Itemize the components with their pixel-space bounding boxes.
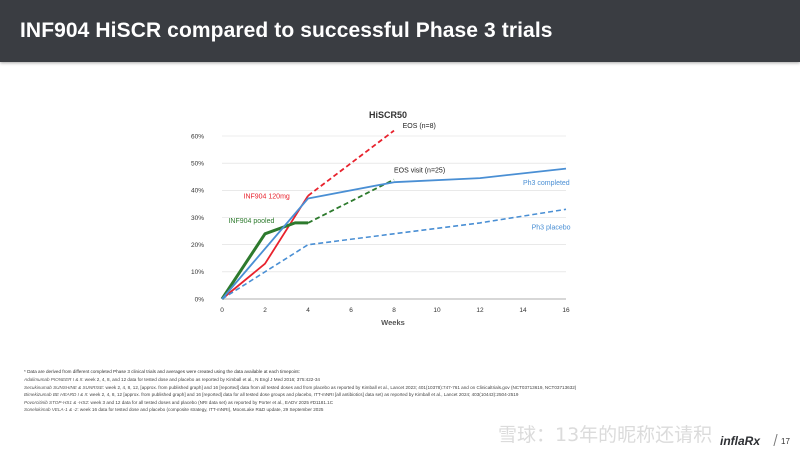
x-tick-label: 4: [306, 307, 310, 314]
footnote-text: : week 3 and 12 data for all tested dose…: [88, 399, 334, 405]
footnote-drug: Secukinumab SUNSHINE & SUNRISE: [24, 384, 103, 390]
footnote-ref: Sonelokimab VELA-1 & -2: week 16 data fo…: [24, 406, 584, 413]
chart-title: HiSCR50: [369, 110, 407, 120]
x-tick-label: 16: [562, 307, 570, 314]
x-tick-label: 2: [263, 307, 267, 314]
footnote-drug: Povorcitinib STOP-HS1 & -HS2: [24, 399, 88, 405]
watermark-text: 雪球：13年的昵称还请积: [498, 424, 713, 446]
grid-layer: [222, 135, 566, 300]
footnote-refs: Adalimumab PIONEER I & II: week 2, 4, 8,…: [24, 376, 584, 413]
footnote-text: : week 2, 4, 8, 12 [approx. from publish…: [87, 392, 519, 398]
y-tick-label: 40%: [191, 188, 204, 195]
annotation-label: Ph3 completed: [523, 180, 570, 187]
footnote-ref: Adalimumab PIONEER I & II: week 2, 4, 8,…: [24, 376, 584, 383]
inflarx-logo: inflaRx: [720, 434, 761, 448]
footnote-text: : week 2, 4, 8, 12, [approx. from publis…: [102, 384, 577, 390]
series-line-inf904-pooled: [220, 221, 308, 300]
label-layer: HiSCR50 EOS (n=8) EOS visit (n=25) INF904 1…: [228, 110, 570, 232]
annotation-label: EOS visit (n=25): [394, 168, 445, 175]
series-line-inf904-120mg-eos: [307, 129, 395, 197]
annotation-label: Ph3 placebo: [532, 225, 571, 232]
y-tick-label: 10%: [191, 269, 204, 276]
footnote-text: : week 2, 4, 8, and 12 data for tested d…: [82, 377, 320, 383]
footnote-ref: Secukinumab SUNSHINE & SUNRISE: week 2, …: [24, 384, 584, 391]
y-tick-label: 50%: [191, 161, 204, 168]
y-tick-label: 30%: [191, 215, 204, 222]
y-tick-label: 20%: [191, 242, 204, 249]
footnote-text: : week 16 data for tested dose and place…: [77, 407, 324, 413]
x-tick-label: 8: [392, 307, 396, 314]
footnote-lead: * Data are derived from different comple…: [24, 369, 300, 374]
footnote-drug: Bimekizumab BE HEARD I & II: [24, 392, 88, 398]
x-tick-label: 0: [220, 307, 224, 314]
x-axis-label: Weeks: [381, 318, 405, 327]
chart-container: 0% 10% 20% 30% 40% 50% 60% 0 2 4 6 8 10 12 14 16 Weeks H…: [180, 100, 600, 335]
annotation-label: EOS (n=8): [403, 123, 436, 130]
axis-layer: 0% 10% 20% 30% 40% 50% 60% 0 2 4 6 8 10 12 14 16 Weeks: [191, 133, 570, 327]
page-number: 17: [781, 437, 790, 446]
x-tick-label: 14: [519, 307, 527, 314]
series-layer: [220, 129, 567, 300]
y-tick-label: 0%: [195, 296, 205, 303]
x-tick-label: 6: [349, 307, 353, 314]
annotation-label: INF904 120mg: [244, 193, 290, 200]
annotation-label: INF904 pooled: [228, 218, 274, 225]
page-separator: [773, 434, 778, 446]
footnotes: * Data are derived from different comple…: [24, 368, 584, 413]
series-line-inf904-pooled-eos: [307, 178, 395, 224]
footnote-drug: Adalimumab PIONEER I & II: [24, 377, 83, 383]
hiscr50-line-chart: 0% 10% 20% 30% 40% 50% 60% 0 2 4 6 8 10 12 14 16 Weeks H…: [191, 110, 571, 327]
series-line-inf904-120mg: [221, 195, 309, 300]
slide-title: INF904 HiSCR compared to successful Phas…: [20, 19, 553, 42]
x-tick-label: 10: [433, 307, 441, 314]
slide-header: INF904 HiSCR compared to successful Phas…: [0, 0, 800, 62]
series-line-ph3-placebo: [221, 208, 567, 300]
y-tick-label: 60%: [191, 133, 204, 140]
footnote-ref: Povorcitinib STOP-HS1 & -HS2: week 3 and…: [24, 399, 584, 406]
series-line-ph3-completed: [221, 167, 567, 300]
x-tick-label: 12: [476, 307, 484, 314]
footnote-drug: Sonelokimab VELA-1 & -2: [24, 407, 78, 413]
footnote-ref: Bimekizumab BE HEARD I & II: week 2, 4, …: [24, 391, 584, 398]
